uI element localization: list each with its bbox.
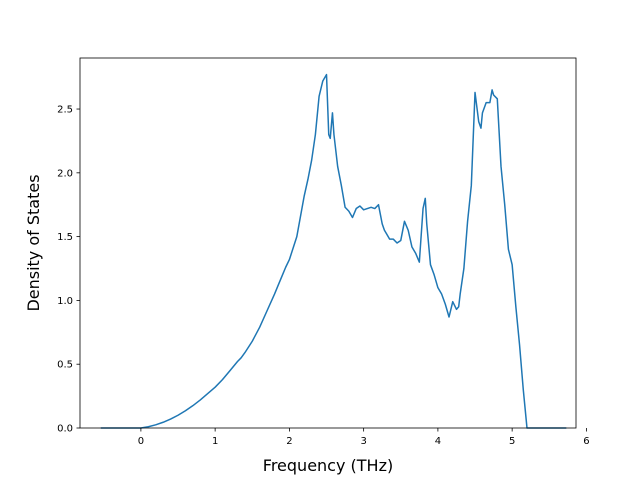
x-tick-label: 4	[435, 436, 441, 447]
x-tick-label: 2	[286, 436, 292, 447]
y-tick-label: 1.0	[57, 296, 73, 307]
y-axis-ticks: 0.0 0.5 1.0 1.5 2.0 2.5	[57, 105, 80, 435]
y-tick-label: 2.5	[57, 105, 73, 116]
plot-area	[100, 73, 567, 429]
y-tick-label: 0.5	[57, 360, 73, 371]
dos-series-line	[100, 73, 567, 429]
x-tick-label: 6	[583, 436, 589, 447]
y-tick-label: 1.5	[57, 232, 73, 243]
y-tick-label: 2.0	[57, 168, 73, 179]
x-tick-label: 5	[509, 436, 515, 447]
y-tick-label: 0.0	[57, 424, 73, 435]
x-axis-label: Frequency (THz)	[263, 456, 393, 475]
x-tick-label: 1	[212, 436, 218, 447]
axes-frame	[79, 57, 577, 429]
y-axis-label: Density of States	[24, 174, 43, 311]
x-tick-label: 3	[360, 436, 366, 447]
x-tick-label: 0	[138, 436, 144, 447]
x-axis-ticks: 0 1 2 3 4 5 6	[138, 428, 590, 447]
